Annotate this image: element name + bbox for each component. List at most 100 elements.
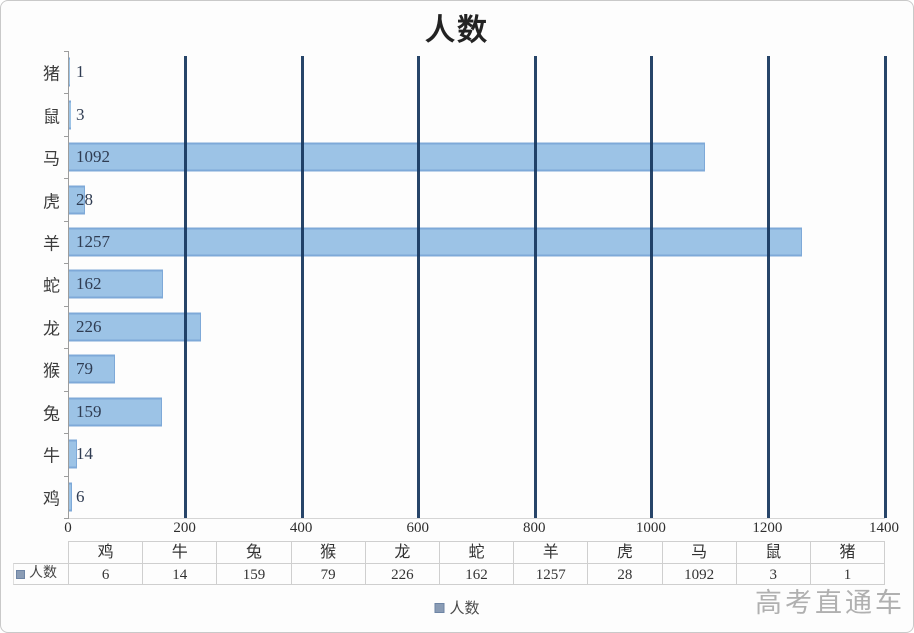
table-column-header: 马 bbox=[661, 541, 736, 563]
y-axis-tick bbox=[64, 263, 69, 265]
y-axis-tick bbox=[64, 305, 69, 307]
bar-value-label: 28 bbox=[76, 189, 93, 209]
table-value-cell: 28 bbox=[587, 563, 662, 585]
bar-猴[interactable] bbox=[69, 354, 116, 384]
bar-row: 猴 79 bbox=[43, 348, 885, 390]
bar-value-label: 6 bbox=[76, 486, 85, 506]
bar-row: 龙 226 bbox=[43, 306, 885, 348]
bar-value-label: 226 bbox=[76, 316, 102, 336]
table-column-header: 鼠 bbox=[735, 541, 810, 563]
x-tick-label: 600 bbox=[406, 520, 429, 536]
bar-value-label: 14 bbox=[76, 444, 93, 464]
y-axis-label: 羊 bbox=[43, 234, 60, 254]
table-value-cell: 3 bbox=[735, 563, 810, 585]
gridline-1200 bbox=[766, 56, 770, 518]
bar-兔[interactable] bbox=[69, 397, 162, 427]
table-value-cell: 6 bbox=[68, 563, 143, 585]
bar-row: 兔 159 bbox=[43, 391, 885, 433]
x-tick-label: 1000 bbox=[635, 520, 666, 536]
bar-蛇[interactable] bbox=[69, 269, 164, 299]
table-column-header: 猴 bbox=[290, 541, 365, 563]
bar-row: 虎 28 bbox=[43, 178, 885, 220]
y-axis-tick bbox=[64, 178, 69, 180]
y-axis-tick bbox=[64, 93, 69, 95]
bar-羊[interactable] bbox=[69, 227, 802, 257]
y-axis-label: 龙 bbox=[43, 319, 60, 339]
y-axis-label: 马 bbox=[43, 149, 60, 169]
bar-value-label: 159 bbox=[76, 401, 102, 421]
gridline-800 bbox=[533, 56, 537, 518]
table-value-cell: 14 bbox=[142, 563, 217, 585]
bar-猪[interactable] bbox=[69, 57, 71, 87]
y-axis-tick bbox=[64, 518, 69, 519]
bar-牛[interactable] bbox=[69, 439, 78, 469]
x-tick-label: 400 bbox=[289, 520, 313, 536]
bar-马[interactable] bbox=[69, 142, 706, 172]
bar-row: 马 1092 bbox=[43, 136, 885, 178]
legend-label: 人数 bbox=[449, 601, 480, 617]
table-column-header: 虎 bbox=[587, 541, 662, 563]
plot-area: 猪 1 鼠 3 马 1092 虎 28 羊 1257 蛇 162 龙 226 猴 79 兔 159 牛 14 鸡 6 bbox=[43, 51, 887, 519]
table-header-row: 鸡牛兔猴龙蛇羊虎马鼠猪 bbox=[13, 541, 886, 563]
gridline-400 bbox=[300, 56, 304, 518]
y-axis-tick bbox=[64, 51, 69, 52]
watermark: 高考直通车 bbox=[755, 588, 905, 618]
table-row-label-text: 人数 bbox=[29, 566, 57, 581]
bar-value-label: 79 bbox=[76, 359, 93, 379]
y-axis-label: 蛇 bbox=[43, 276, 60, 296]
y-axis-label: 猴 bbox=[43, 361, 60, 381]
bar-row: 羊 1257 bbox=[43, 221, 885, 263]
bar-value-label: 1257 bbox=[76, 232, 110, 252]
legend: 人数 bbox=[434, 597, 480, 618]
table-value-cell: 1092 bbox=[661, 563, 736, 585]
table-value-cell: 159 bbox=[216, 563, 291, 585]
table-column-header: 羊 bbox=[513, 541, 588, 563]
y-axis-label: 虎 bbox=[43, 192, 60, 212]
y-axis-label: 牛 bbox=[43, 446, 60, 466]
bar-value-label: 162 bbox=[76, 274, 102, 294]
y-axis-tick bbox=[64, 220, 69, 222]
bar-value-label: 1 bbox=[76, 62, 85, 82]
y-axis-label: 兔 bbox=[43, 404, 60, 424]
x-tick-label: 1200 bbox=[752, 520, 783, 536]
y-axis-tick bbox=[64, 475, 69, 477]
x-tick-label: 0 bbox=[64, 520, 72, 536]
x-tick-label: 800 bbox=[523, 520, 546, 536]
table-column-header: 猪 bbox=[809, 541, 886, 563]
x-tick-label: 200 bbox=[173, 520, 196, 536]
table-value-cell: 162 bbox=[438, 563, 514, 585]
y-axis-label: 鸡 bbox=[43, 489, 60, 509]
table-value-cell: 79 bbox=[290, 563, 365, 585]
gridline-1400 bbox=[883, 56, 887, 518]
chart-title: 人数 bbox=[425, 14, 489, 47]
gridline-200 bbox=[184, 56, 188, 518]
y-axis-label: 猪 bbox=[43, 64, 60, 84]
legend-swatch-icon bbox=[434, 602, 445, 613]
bar-虎[interactable] bbox=[69, 185, 86, 215]
gridline-1000 bbox=[650, 56, 654, 518]
table-value-cell: 1 bbox=[809, 563, 886, 585]
series-swatch-icon bbox=[16, 569, 25, 579]
bar-value-label: 3 bbox=[76, 104, 85, 124]
data-table: 鸡牛兔猴龙蛇羊虎马鼠猪人数 6 14 159 79 226 162 1257 28 1092 3 1 bbox=[13, 541, 886, 585]
table-value-row: 人数 6 14 159 79 226 162 1257 28 1092 3 1 bbox=[13, 563, 886, 585]
y-axis-tick bbox=[64, 348, 69, 350]
y-axis-tick bbox=[64, 390, 69, 392]
bar-鼠[interactable] bbox=[69, 100, 71, 130]
y-axis-tick bbox=[64, 135, 69, 137]
table-column-header: 鸡 bbox=[68, 541, 143, 563]
table-row-label: 人数 bbox=[13, 563, 68, 585]
table-column-header: 蛇 bbox=[438, 541, 514, 563]
table-column-header: 龙 bbox=[364, 541, 439, 563]
x-tick-label: 1400 bbox=[869, 520, 899, 536]
x-axis: 0 200 400 600 800 1000 1200 1400 bbox=[64, 520, 899, 538]
y-axis-label: 鼠 bbox=[43, 107, 60, 127]
y-axis-tick bbox=[64, 433, 69, 435]
bar-鸡[interactable] bbox=[69, 482, 73, 512]
table-column-header: 牛 bbox=[142, 541, 217, 563]
bar-龙[interactable] bbox=[69, 312, 201, 342]
